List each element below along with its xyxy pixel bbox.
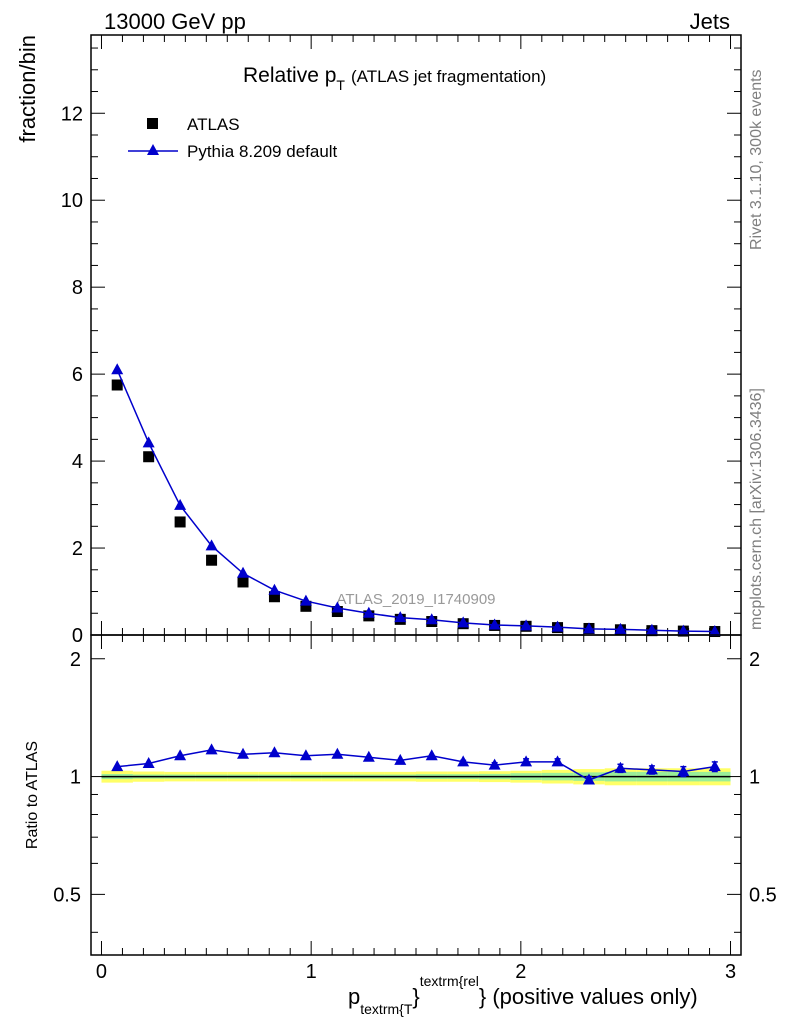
x-axis-label-tail: } (positive values only) bbox=[479, 984, 698, 1009]
ratio-y-axis-label: Ratio to ATLAS bbox=[24, 741, 41, 849]
ratio-point bbox=[331, 747, 344, 759]
x-axis-label-brace: } bbox=[412, 984, 419, 1009]
ratio-point bbox=[551, 755, 564, 767]
ratio-y-tick-label-right: 1 bbox=[749, 767, 760, 789]
main-y-tick-label: 2 bbox=[72, 538, 83, 560]
main-y-axis-label: fraction/bin bbox=[15, 35, 40, 143]
ratio-x-ticks: 0 1 2 3 bbox=[96, 635, 736, 983]
ratio-x-tick-label: 3 bbox=[725, 961, 736, 983]
main-y-ticks: 0 2 4 6 8 10 12 bbox=[61, 47, 741, 647]
ratio-point bbox=[205, 743, 218, 755]
main-y-tick-label: 8 bbox=[72, 277, 83, 299]
ratio-point bbox=[268, 746, 281, 758]
pythia-point bbox=[425, 613, 438, 625]
atlas-point bbox=[174, 516, 186, 528]
pythia-point bbox=[268, 583, 281, 595]
legend-pythia-label: Pythia 8.209 default bbox=[187, 142, 338, 161]
ratio-x-tick-label: 2 bbox=[515, 961, 526, 983]
atlas-point bbox=[111, 379, 123, 391]
ratio-y-tick-label: 2 bbox=[70, 649, 81, 671]
ratio-point bbox=[299, 749, 312, 761]
ratio-x-tick-label: 1 bbox=[306, 961, 317, 983]
ratio-point bbox=[362, 750, 375, 762]
pythia-point bbox=[551, 620, 564, 632]
ratio-point bbox=[111, 760, 124, 772]
rivet-label: Rivet 3.1.10, 300k events bbox=[748, 69, 765, 250]
analysis-watermark: ATLAS_2019_I1740909 bbox=[336, 591, 495, 608]
pythia-point bbox=[457, 616, 470, 628]
ratio-data-marks bbox=[111, 743, 721, 785]
mcplots-label: mcplots.cern.ch [arXiv:1306.3436] bbox=[748, 388, 765, 630]
pythia-point bbox=[299, 594, 312, 606]
pythia-point bbox=[111, 363, 124, 375]
ratio-point bbox=[142, 756, 155, 768]
ratio-uncertainty-band bbox=[101, 768, 731, 786]
chart-title: Relative pT (ATLAS jet fragmentation) bbox=[243, 64, 546, 93]
x-axis-label-main: p bbox=[348, 984, 360, 1009]
legend-atlas-marker bbox=[147, 118, 158, 129]
x-axis-label-sup: textrm{rel bbox=[420, 973, 479, 989]
ratio-y-tick-label-right: 0.5 bbox=[749, 884, 777, 906]
main-data-marks bbox=[111, 363, 721, 638]
atlas-point bbox=[143, 451, 155, 463]
ratio-point bbox=[488, 758, 501, 770]
ratio-x-tick-label: 0 bbox=[96, 961, 107, 983]
pythia-point bbox=[677, 624, 690, 636]
pythia-point bbox=[582, 622, 595, 634]
ratio-y-tick-label: 1 bbox=[70, 767, 81, 789]
pythia-point bbox=[205, 539, 218, 551]
main-panel: 0 2 4 6 8 10 12 fraction/bin Relative pT (ATLAS… bbox=[15, 34, 742, 647]
ratio-point bbox=[425, 749, 438, 761]
pythia-point bbox=[614, 622, 627, 634]
pythia-point bbox=[142, 436, 155, 448]
ratio-point bbox=[174, 749, 187, 761]
legend: ATLAS Pythia 8.209 default bbox=[128, 115, 338, 161]
ratio-panel-frame bbox=[90, 634, 742, 956]
ratio-y-ticks: 0.5 0.5 1 1 2 2 bbox=[53, 649, 777, 933]
ratio-point bbox=[677, 765, 690, 777]
pythia-point bbox=[237, 566, 250, 578]
ratio-y-tick-label: 0.5 bbox=[53, 884, 81, 906]
ratio-point bbox=[708, 760, 721, 772]
ratio-point bbox=[614, 761, 627, 773]
pythia-point bbox=[362, 606, 375, 618]
main-y-tick-label: 4 bbox=[72, 451, 83, 473]
pythia-point bbox=[174, 498, 187, 510]
atlas-point bbox=[268, 591, 280, 603]
pythia-point bbox=[645, 623, 658, 635]
pythia-point bbox=[520, 619, 533, 631]
ratio-line bbox=[117, 749, 715, 781]
x-axis-label: ptextrm{T}textrm{rel} (positive values o… bbox=[348, 973, 698, 1017]
ratio-point bbox=[237, 747, 250, 759]
atlas-point bbox=[206, 554, 218, 566]
pythia-point bbox=[331, 601, 344, 613]
chart-title-main: Relative p bbox=[243, 64, 336, 87]
header-left: 13000 GeV pp bbox=[104, 9, 246, 34]
legend-pythia-marker bbox=[147, 144, 159, 155]
pythia-line bbox=[116, 369, 715, 633]
pythia-point bbox=[708, 625, 721, 637]
pythia-point bbox=[394, 611, 407, 623]
header-right: Jets bbox=[690, 9, 730, 34]
main-y-tick-label: 12 bbox=[61, 103, 83, 125]
main-x-ticks bbox=[100, 35, 732, 635]
main-y-tick-label: 10 bbox=[61, 190, 83, 212]
main-y-tick-label: 6 bbox=[72, 364, 83, 386]
legend-atlas-label: ATLAS bbox=[187, 115, 240, 134]
ratio-point bbox=[645, 763, 658, 775]
atlas-point bbox=[300, 600, 312, 612]
ratio-y-tick-label-right: 2 bbox=[749, 649, 760, 671]
chart-title-suffix: (ATLAS jet fragmentation) bbox=[351, 67, 546, 86]
ratio-point bbox=[457, 755, 470, 767]
x-axis-label-sub: textrm{T bbox=[360, 1001, 413, 1017]
chart-title-sub: T bbox=[336, 77, 345, 93]
ratio-panel: 0.5 0.5 1 1 2 2 0 1 2 3 Ratio to ATLAS ptextrm{T… bbox=[24, 634, 777, 1017]
atlas-point bbox=[237, 576, 249, 588]
ratio-point bbox=[520, 755, 533, 767]
ratio-point bbox=[582, 773, 595, 785]
ratio-point bbox=[394, 753, 407, 765]
pythia-point bbox=[488, 618, 501, 630]
main-y-tick-label: 0 bbox=[72, 625, 83, 647]
